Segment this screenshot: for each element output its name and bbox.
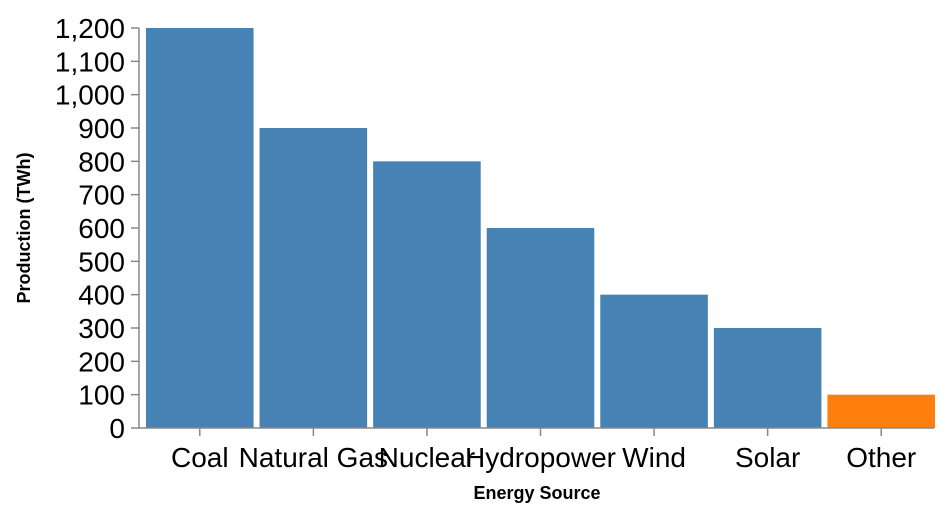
y-tick-label: 1,200: [55, 13, 125, 44]
y-tick-label: 600: [78, 213, 125, 244]
y-tick-label: 500: [78, 246, 125, 277]
y-tick-label: 800: [78, 146, 125, 177]
bar-nuclear: [373, 161, 481, 429]
y-tick-label: 200: [78, 346, 125, 377]
bar-coal: [146, 28, 254, 428]
x-tick-label: Nuclear: [379, 442, 475, 473]
x-tick-label: Solar: [735, 442, 800, 473]
x-tick-label: Natural Gas: [239, 442, 388, 473]
bar-hydropower: [486, 228, 595, 428]
x-axis-title: Energy Source: [473, 483, 600, 503]
y-tick-label: 700: [78, 180, 125, 211]
y-tick-label: 900: [78, 113, 125, 144]
y-tick-label: 300: [78, 313, 125, 344]
bar-solar: [713, 328, 822, 428]
y-axis: 01002003004005006007008009001,0001,1001,…: [55, 13, 140, 444]
y-tick-label: 0: [109, 413, 125, 444]
x-tick-label: Wind: [622, 442, 686, 473]
y-tick-label: 100: [78, 380, 125, 411]
y-tick-label: 400: [78, 280, 125, 311]
x-tick-label: Hydropower: [465, 442, 616, 473]
y-tick-label: 1,100: [55, 46, 125, 77]
x-tick-label: Coal: [171, 442, 229, 473]
bars-group: [146, 28, 935, 429]
bar-natural-gas: [259, 128, 368, 428]
bar-other: [827, 394, 935, 428]
y-axis-title: Production (TWh): [14, 153, 34, 304]
x-tick-label: Other: [846, 442, 916, 473]
bar-wind: [600, 294, 708, 428]
y-tick-label: 1,000: [55, 80, 125, 111]
